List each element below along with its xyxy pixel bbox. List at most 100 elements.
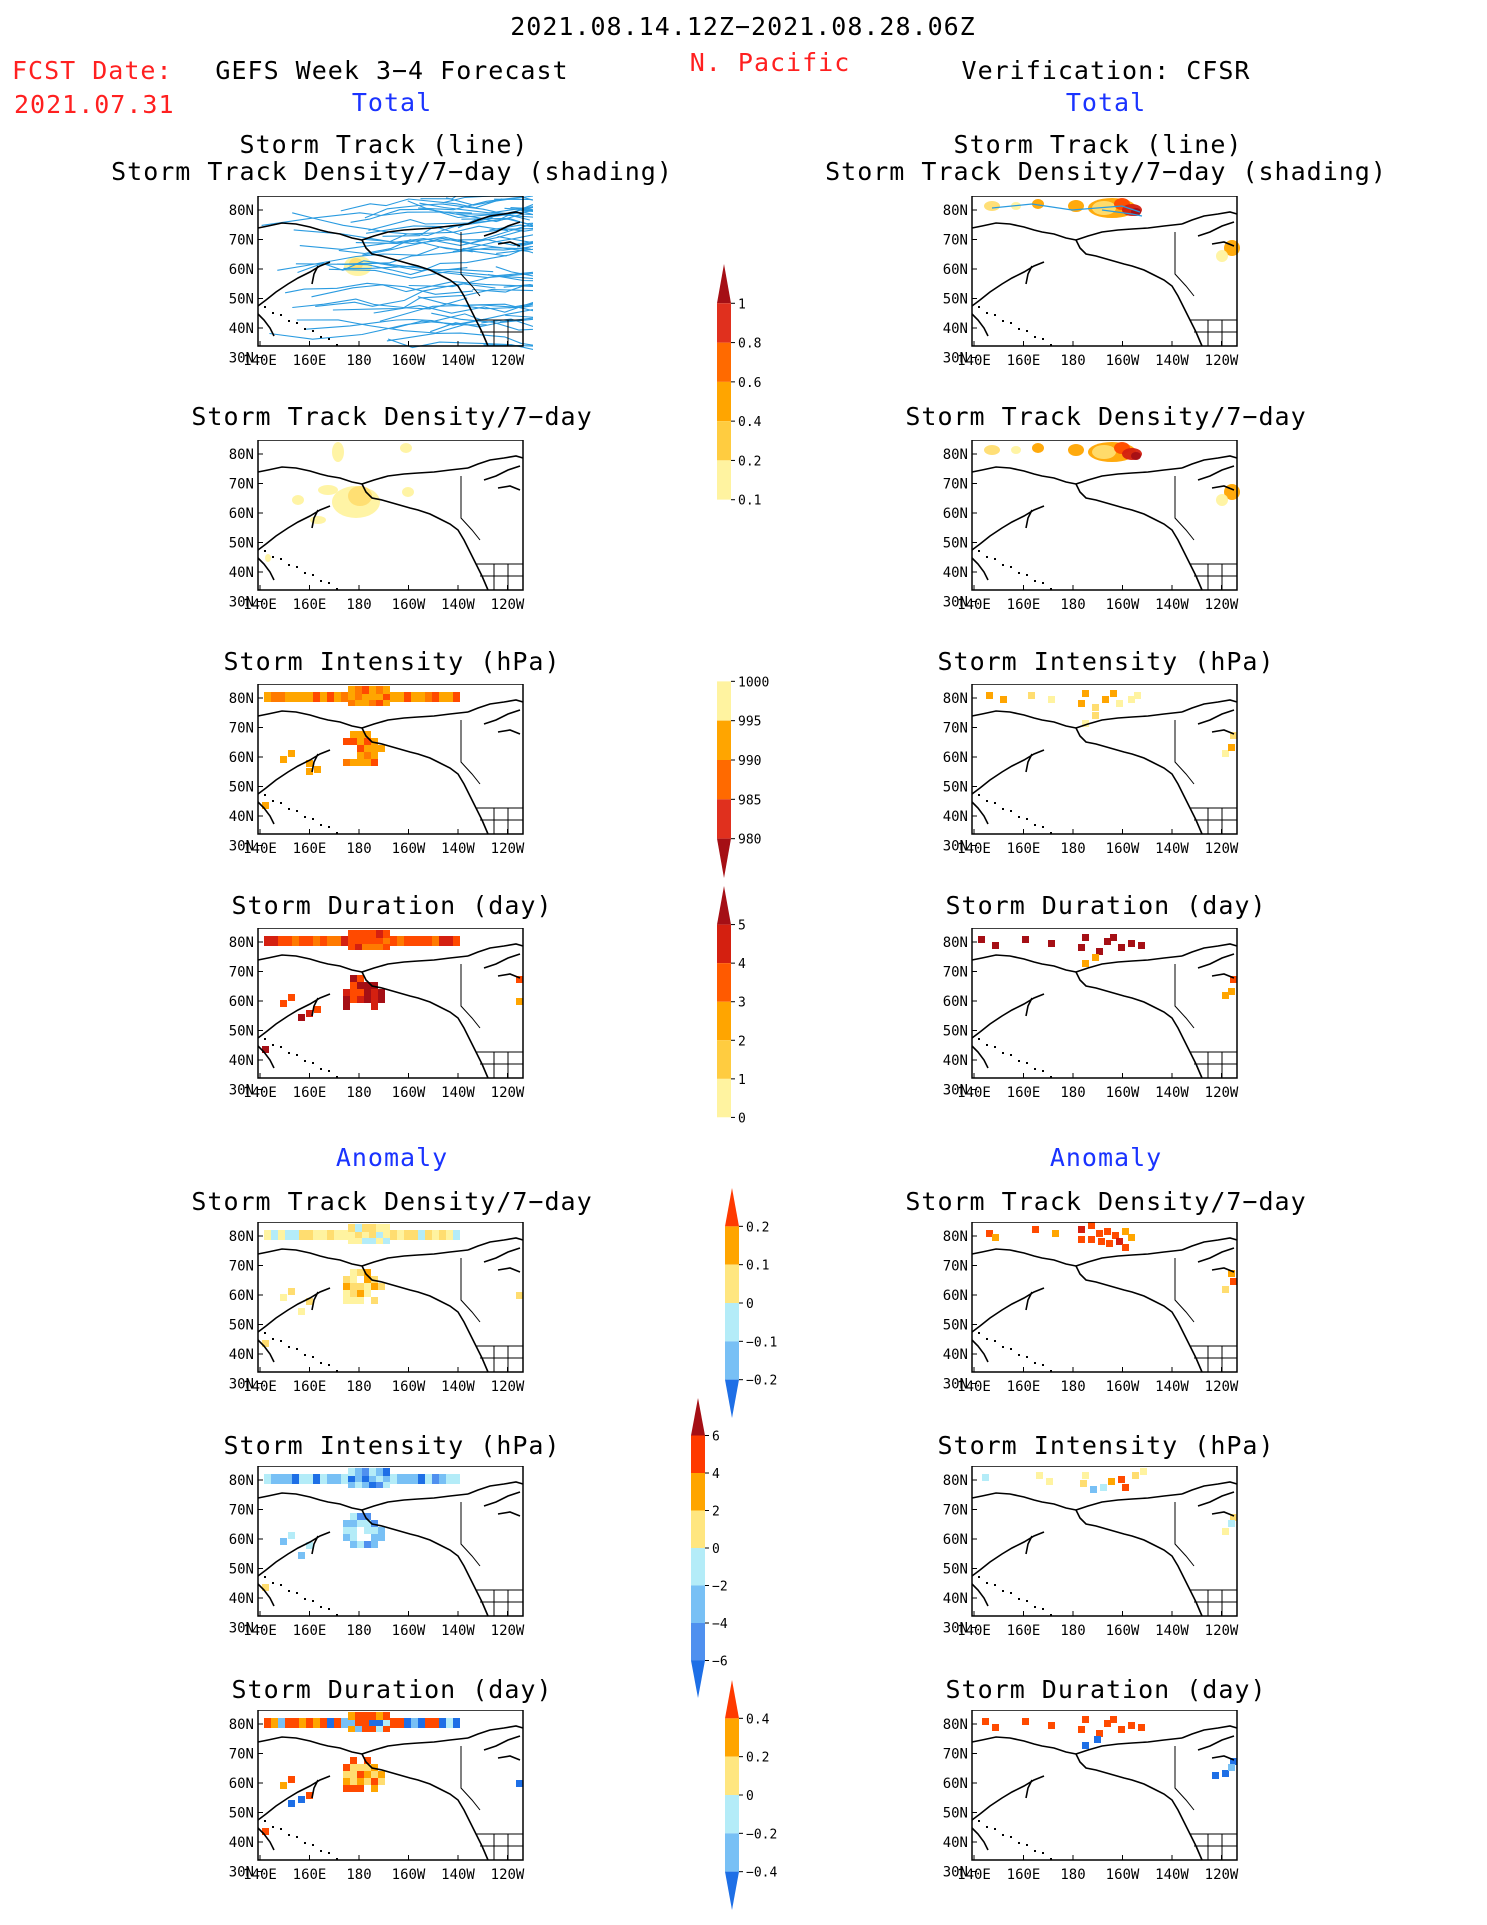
colorbar-tick-label: 0.2	[746, 1751, 769, 1766]
colorbar-3: 5 4 3 2 1 0	[716, 886, 796, 1160]
lat-tick-label: 30N	[943, 1377, 968, 1393]
colorbar-swatch	[717, 642, 731, 682]
lon-tick-label: 140W	[1155, 1867, 1189, 1883]
colorbar-tick-label: 0.4	[746, 1712, 770, 1727]
lon-tick-label: 160E	[293, 1085, 327, 1101]
lat-tick-label: 70N	[229, 1747, 254, 1763]
lon-tick-label: 140W	[1155, 1085, 1189, 1101]
lat-tick-label: 70N	[229, 477, 254, 493]
lat-tick-label: 30N	[229, 1865, 254, 1881]
colorbar-tick-label: 990	[738, 754, 761, 769]
colorbar-swatch	[725, 1264, 739, 1303]
lon-tick-label: 120W	[491, 597, 525, 613]
lon-tick-label: 160W	[1106, 841, 1140, 857]
lon-tick-label: 140E	[957, 597, 991, 613]
right-map-panel-5: 80N 70N 60N 50N 40N 30N 140E 160E 180 160W 140W 120…	[922, 1221, 1247, 1402]
lat-tick-label: 70N	[229, 721, 254, 737]
lat-tick-label: 50N	[229, 536, 254, 552]
lat-tick-label: 30N	[229, 351, 254, 367]
colorbar-tick-label: −0.1	[746, 1335, 777, 1350]
lon-tick-label: 140E	[243, 1623, 277, 1639]
colorbar-swatch	[725, 1756, 739, 1795]
lon-tick-label: 140W	[441, 841, 475, 857]
colorbar-tick-label: 0	[712, 1542, 720, 1557]
colorbar-tick-label: 0.2	[738, 454, 761, 469]
lon-tick-label: 160E	[293, 1379, 327, 1395]
right-anom-intensity-title: Storm Intensity (hPa)	[937, 1431, 1275, 1460]
colorbar-tick-label: 980	[738, 833, 761, 848]
lat-tick-label: 40N	[229, 565, 254, 581]
lat-tick-label: 80N	[943, 1717, 968, 1733]
lon-tick-label: 180	[1060, 841, 1085, 857]
left-map-panel-6: 80N 70N 60N 50N 40N 30N 140E 160E 180 160W 140W 120…	[208, 1465, 533, 1646]
lat-tick-label: 80N	[943, 935, 968, 951]
left-intensity-title: Storm Intensity (hPa)	[223, 647, 561, 676]
colorbar-swatch	[717, 886, 731, 925]
lat-tick-label: 80N	[943, 691, 968, 707]
lon-tick-label: 160W	[1106, 1085, 1140, 1101]
lon-tick-label: 140E	[957, 1867, 991, 1883]
colorbar-swatch	[717, 499, 731, 539]
lat-tick-label: 50N	[229, 1318, 254, 1334]
colorbar-swatch	[725, 1871, 739, 1910]
lon-tick-label: 180	[346, 1085, 371, 1101]
lat-tick-label: 60N	[229, 750, 254, 766]
lat-tick-label: 60N	[229, 1532, 254, 1548]
colorbar-swatch	[717, 681, 731, 721]
lat-tick-label: 70N	[943, 1503, 968, 1519]
lon-tick-label: 120W	[1205, 1085, 1239, 1101]
lon-tick-label: 120W	[1205, 1623, 1239, 1639]
lat-tick-label: 60N	[229, 1776, 254, 1792]
colorbar-tick-label: 1	[738, 297, 746, 312]
lon-tick-label: 140E	[957, 1085, 991, 1101]
colorbar-tick-label: −0.2	[746, 1374, 777, 1389]
lon-tick-label: 140E	[243, 597, 277, 613]
colorbar-6: 0.4 0.2 0 −0.2 −0.4	[724, 1680, 804, 1914]
colorbar-4: 0.2 0.1 0 −0.1 −0.2	[724, 1188, 804, 1422]
lat-tick-label: 70N	[943, 1747, 968, 1763]
right-map-panel-7: 80N 70N 60N 50N 40N 30N 140E 160E 180 160W 140W 120…	[922, 1709, 1247, 1890]
lon-tick-label: 180	[346, 1379, 371, 1395]
colorbar-swatch	[725, 1341, 739, 1380]
lat-tick-label: 30N	[229, 839, 254, 855]
lat-tick-label: 60N	[943, 994, 968, 1010]
lon-tick-label: 120W	[1205, 597, 1239, 613]
lat-tick-label: 50N	[943, 1318, 968, 1334]
colorbar-swatch	[691, 1435, 705, 1473]
lat-tick-label: 80N	[229, 1473, 254, 1489]
right-model-title: Verification: CFSR	[961, 56, 1251, 85]
colorbar-swatch	[725, 1795, 739, 1834]
lon-tick-label: 160W	[392, 841, 426, 857]
colorbar-swatch	[717, 720, 731, 760]
colorbar-swatch	[717, 303, 731, 343]
lat-tick-label: 80N	[229, 447, 254, 463]
colorbar-tick-label: 2	[712, 1505, 720, 1520]
lon-tick-label: 180	[1060, 353, 1085, 369]
lon-tick-label: 160E	[1007, 1085, 1041, 1101]
colorbar-swatch	[717, 342, 731, 382]
left-map-panel-1: 80N 70N 60N 50N 40N 30N 140E 160E 180 160W 140W 120…	[208, 172, 749, 376]
left-track-line-title: Storm Track (line)	[239, 130, 529, 159]
lon-tick-label: 160E	[293, 841, 327, 857]
right-anomaly-label: Anomaly	[1049, 1143, 1163, 1172]
colorbar-swatch	[717, 1001, 731, 1041]
right-density-title: Storm Track Density/7−day	[905, 402, 1307, 431]
lat-tick-label: 80N	[229, 1229, 254, 1245]
lon-tick-label: 140E	[957, 353, 991, 369]
lat-tick-label: 30N	[229, 1083, 254, 1099]
lon-tick-label: 160E	[293, 1867, 327, 1883]
lon-tick-label: 160W	[392, 1867, 426, 1883]
lat-tick-label: 60N	[943, 750, 968, 766]
lon-tick-label: 140E	[957, 1623, 991, 1639]
lat-tick-label: 80N	[229, 203, 254, 219]
colorbar-swatch	[691, 1473, 705, 1511]
lon-tick-label: 120W	[491, 1867, 525, 1883]
left-map-panel-4: 80N 70N 60N 50N 40N 30N 140E 160E 180 160W 140W 120…	[208, 927, 533, 1108]
lon-tick-label: 140W	[441, 1085, 475, 1101]
colorbar-swatch	[717, 838, 731, 878]
lat-tick-label: 30N	[943, 595, 968, 611]
lon-tick-label: 160E	[1007, 1379, 1041, 1395]
colorbar-tick-label: 1	[738, 1073, 746, 1088]
colorbar-swatch	[691, 1398, 705, 1436]
lat-tick-label: 30N	[229, 1377, 254, 1393]
